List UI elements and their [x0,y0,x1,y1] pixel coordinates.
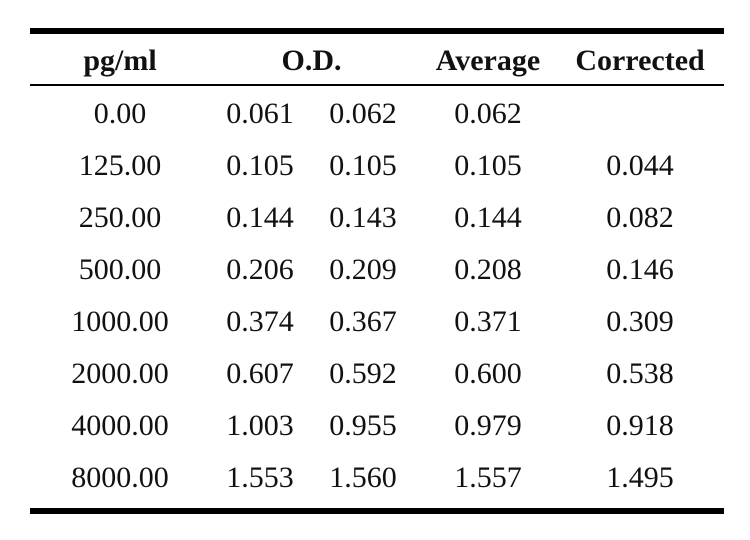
table-row: 4000.00 1.003 0.955 0.979 0.918 [30,400,724,452]
table-row: 125.00 0.105 0.105 0.105 0.044 [30,140,724,192]
cell-average: 0.144 [454,201,522,234]
header-od: O.D. [281,44,342,77]
table-bottom-rule [30,508,724,514]
cell-od-1: 0.607 [226,357,294,390]
cell-average: 0.208 [454,253,522,286]
cell-od-1: 0.061 [226,97,294,130]
cell-od-2: 0.367 [329,305,397,338]
cell-average: 0.062 [454,97,522,130]
table-header-rule [30,84,724,86]
table-row: 1000.00 0.374 0.367 0.371 0.309 [30,296,724,348]
table-row: 0.00 0.061 0.062 0.062 [30,88,724,140]
table-header-row: pg/ml O.D. Average Corrected [30,34,724,84]
header-corrected: Corrected [575,44,705,77]
cell-od-1: 0.144 [226,201,294,234]
cell-od-2: 1.560 [329,461,397,494]
cell-od-1: 1.003 [226,409,294,442]
cell-pg-ml: 1000.00 [71,305,169,338]
cell-pg-ml: 125.00 [78,149,162,182]
table-body: 0.00 0.061 0.062 0.062 125.00 0.105 0.10… [30,86,724,508]
cell-average: 0.600 [454,357,522,390]
cell-average: 1.557 [454,461,522,494]
cell-od-1: 0.105 [226,149,294,182]
cell-od-1: 1.553 [226,461,294,494]
cell-od-1: 0.374 [226,305,294,338]
cell-pg-ml: 4000.00 [71,409,169,442]
standard-curve-table: pg/ml O.D. Average Corrected 0.00 0.061 … [30,28,724,514]
cell-corrected: 0.918 [606,409,674,442]
cell-corrected: 0.082 [606,201,674,234]
cell-pg-ml: 250.00 [78,201,162,234]
table-top-rule [30,28,724,34]
cell-pg-ml: 0.00 [93,97,147,130]
cell-corrected: 0.538 [606,357,674,390]
header-pg-ml: pg/ml [83,44,157,77]
table-row: 250.00 0.144 0.143 0.144 0.082 [30,192,724,244]
cell-average: 0.371 [454,305,522,338]
cell-average: 0.105 [454,149,522,182]
cell-corrected: 1.495 [606,461,674,494]
cell-corrected: 0.146 [606,253,674,286]
cell-corrected: 0.309 [606,305,674,338]
cell-od-2: 0.592 [329,357,397,390]
cell-pg-ml: 2000.00 [71,357,169,390]
cell-od-2: 0.209 [329,253,397,286]
cell-corrected: 0.044 [606,149,674,182]
cell-corrected [565,88,715,140]
cell-od-2: 0.143 [329,201,397,234]
cell-od-2: 0.062 [329,97,397,130]
cell-pg-ml: 8000.00 [71,461,169,494]
table-row: 8000.00 1.553 1.560 1.557 1.495 [30,452,724,504]
cell-average: 0.979 [454,409,522,442]
header-average: Average [435,44,541,77]
table-row: 500.00 0.206 0.209 0.208 0.146 [30,244,724,296]
cell-pg-ml: 500.00 [78,253,162,286]
cell-od-1: 0.206 [226,253,294,286]
table-row: 2000.00 0.607 0.592 0.600 0.538 [30,348,724,400]
cell-od-2: 0.105 [329,149,397,182]
cell-od-2: 0.955 [329,409,397,442]
